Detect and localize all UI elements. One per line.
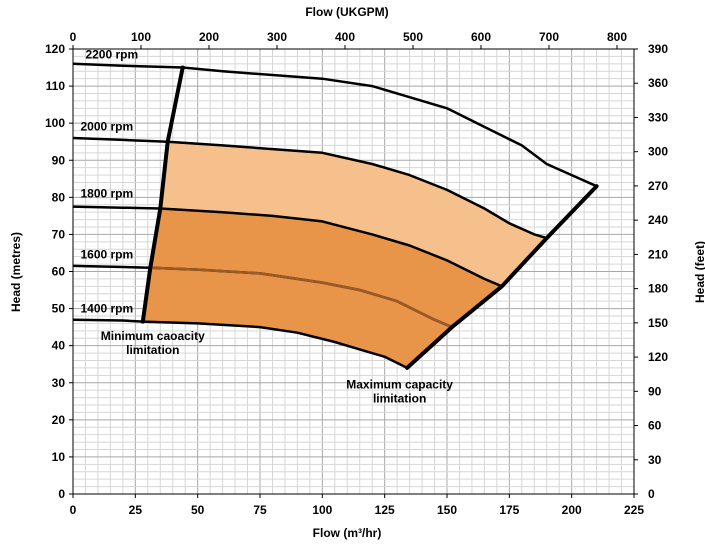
curve-1600-rpm-inner bbox=[150, 266, 453, 329]
x2-tick-label: 0 bbox=[70, 30, 77, 44]
x-tick-label: 75 bbox=[253, 503, 267, 517]
y2-tick-label: 270 bbox=[648, 179, 668, 193]
y2-tick-label: 300 bbox=[648, 145, 668, 159]
annotation-min-capacity: Minimum caoacity limitation bbox=[101, 329, 205, 357]
y-tick-label: 60 bbox=[52, 265, 66, 279]
y-tick-label: 20 bbox=[52, 413, 66, 427]
limit-maximum-capacity-limitation bbox=[405, 184, 599, 370]
x-tick-label: 25 bbox=[129, 503, 143, 517]
x2-tick-label: 800 bbox=[607, 30, 627, 44]
capacity-limits bbox=[140, 65, 599, 370]
y2-tick-label: 240 bbox=[648, 213, 668, 227]
x-tick-label: 125 bbox=[375, 503, 395, 517]
annotation-rpm-1600: 1600 rpm bbox=[80, 248, 133, 262]
x-tick-label: 200 bbox=[562, 503, 582, 517]
y-tick-label: 80 bbox=[52, 190, 66, 204]
annotation-rpm-2000: 2000 rpm bbox=[80, 120, 133, 134]
y-tick-label: 30 bbox=[52, 376, 66, 390]
y-tick-label: 0 bbox=[58, 487, 65, 501]
curve-1800-rpm bbox=[72, 205, 503, 288]
curve-1400-rpm bbox=[72, 318, 408, 370]
y-tick-label: 50 bbox=[52, 302, 66, 316]
x-tick-label: 0 bbox=[70, 503, 77, 517]
upper-operating-zone bbox=[160, 141, 547, 287]
lower-operating-zone bbox=[142, 208, 502, 368]
annotation-rpm-2200: 2200 rpm bbox=[85, 47, 138, 61]
curve-2200-rpm bbox=[72, 62, 598, 188]
y2-tick-label: 150 bbox=[648, 316, 668, 330]
annotation-rpm-1400: 1400 rpm bbox=[80, 301, 133, 315]
x-tick-label: 150 bbox=[437, 503, 457, 517]
limit-minimum-caoacity-limitation bbox=[140, 65, 185, 324]
y2-tick-label: 330 bbox=[648, 110, 668, 124]
y2-tick-label: 120 bbox=[648, 350, 668, 364]
y2-tick-label: 60 bbox=[648, 419, 662, 433]
y2-tick-label: 390 bbox=[648, 42, 668, 56]
x-tick-label: 225 bbox=[624, 503, 644, 517]
y-axis-label: Head (metres) bbox=[9, 232, 23, 312]
y2-axis-label: Head (feet) bbox=[693, 241, 705, 303]
x2-tick-label: 100 bbox=[131, 30, 151, 44]
rpm-curves bbox=[72, 62, 598, 370]
axis-ticks: 0 25 50 75 100 125 150 175 200 225 0 10 20 30 40 50 60 70… bbox=[45, 30, 668, 517]
y-tick-label: 10 bbox=[52, 450, 66, 464]
x-tick-label: 100 bbox=[312, 503, 332, 517]
y-tick-label: 70 bbox=[52, 227, 66, 241]
x-tick-label: 50 bbox=[191, 503, 205, 517]
y2-tick-label: 0 bbox=[648, 487, 655, 501]
y-tick-label: 120 bbox=[45, 42, 65, 56]
y2-tick-label: 360 bbox=[648, 76, 668, 90]
y2-tick-label: 210 bbox=[648, 247, 668, 261]
y2-tick-label: 180 bbox=[648, 282, 668, 296]
x2-tick-label: 200 bbox=[199, 30, 219, 44]
x2-tick-label: 300 bbox=[267, 30, 287, 44]
operating-region bbox=[142, 141, 547, 368]
x2-tick-label: 600 bbox=[471, 30, 491, 44]
x2-axis-label: Flow (UKGPM) bbox=[305, 5, 388, 19]
x-tick-label: 175 bbox=[499, 503, 519, 517]
y-tick-label: 40 bbox=[52, 339, 66, 353]
x2-tick-label: 700 bbox=[539, 30, 559, 44]
y-tick-label: 90 bbox=[52, 153, 66, 167]
annotation-rpm-1800: 1800 rpm bbox=[80, 186, 133, 200]
x2-tick-label: 400 bbox=[335, 30, 355, 44]
annotation-max-capacity: Maximum capacity limitation bbox=[346, 377, 453, 405]
y-tick-label: 110 bbox=[46, 79, 66, 93]
y2-tick-label: 30 bbox=[648, 453, 662, 467]
x-axis-label: Flow (m³/hr) bbox=[313, 526, 382, 540]
y2-tick-label: 90 bbox=[648, 384, 662, 398]
x2-tick-label: 500 bbox=[403, 30, 423, 44]
annotations: 2200 rpm 2000 rpm 1800 rpm 1600 rpm 1400 rpm… bbox=[80, 47, 453, 405]
y-tick-label: 100 bbox=[45, 116, 65, 130]
